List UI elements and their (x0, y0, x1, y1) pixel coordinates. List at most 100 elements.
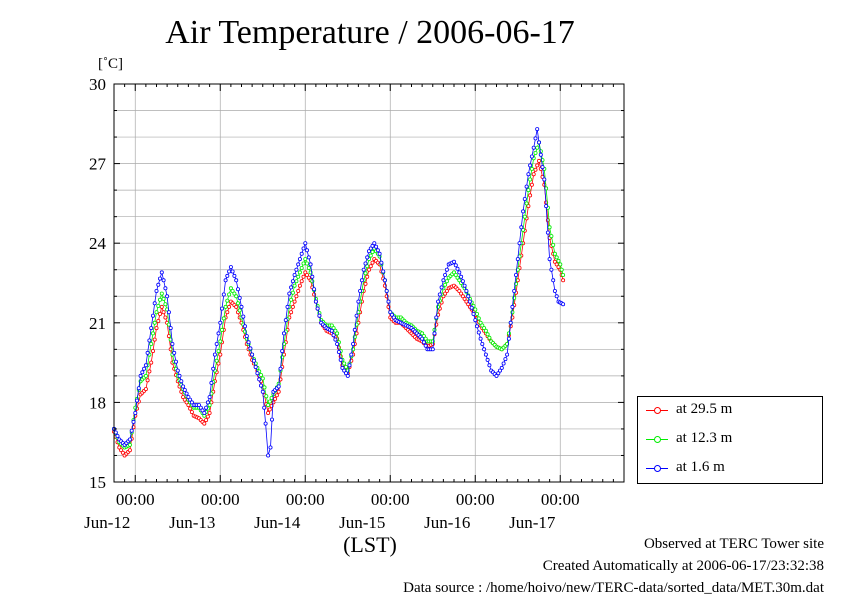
data-point (301, 246, 306, 251)
data-point (205, 414, 210, 419)
data-point (145, 350, 150, 355)
x-tick-label: 00:00 (371, 490, 410, 509)
data-point (274, 393, 279, 398)
data-point (506, 336, 511, 341)
data-point (469, 305, 474, 310)
footer-created: Created Automatically at 2006-06-17/23:3… (542, 558, 824, 574)
data-point (487, 335, 492, 340)
data-point (524, 184, 529, 189)
data-point (480, 323, 485, 328)
data-point (165, 294, 170, 299)
data-point (377, 251, 382, 256)
data-point (214, 341, 219, 346)
data-point (561, 278, 566, 283)
data-point (499, 365, 504, 370)
data-point (317, 313, 322, 318)
data-point (526, 172, 531, 177)
data-point (202, 421, 207, 426)
data-point (340, 365, 345, 370)
data-point (480, 341, 485, 346)
data-point (237, 308, 242, 313)
data-point (474, 324, 479, 329)
data-point (342, 368, 347, 373)
data-point (157, 276, 162, 281)
data-point (343, 364, 348, 369)
data-point (267, 407, 272, 412)
data-point (127, 437, 132, 442)
data-point (285, 304, 290, 309)
data-point (503, 357, 508, 362)
data-point (134, 398, 139, 403)
y-tick-label: 27 (89, 155, 107, 174)
data-point (533, 136, 538, 141)
data-point (127, 442, 132, 447)
data-point (214, 358, 219, 363)
data-point (299, 265, 304, 270)
data-point (521, 227, 526, 232)
data-point (166, 310, 171, 315)
data-point (389, 312, 394, 317)
data-point (292, 283, 297, 288)
data-point (474, 311, 479, 316)
data-point (129, 428, 134, 433)
data-point (556, 265, 561, 270)
data-point (276, 389, 281, 394)
data-point (156, 318, 161, 323)
data-point (290, 279, 295, 284)
data-point (331, 333, 336, 338)
data-point (421, 340, 426, 345)
data-point (221, 316, 226, 321)
data-point (159, 270, 164, 275)
data-point (289, 297, 294, 302)
x-day-label: Jun-15 (339, 513, 385, 532)
data-point (441, 278, 446, 283)
data-point (244, 334, 249, 339)
data-point (329, 323, 334, 328)
data-point (508, 320, 513, 325)
data-point (115, 433, 120, 438)
data-point (361, 267, 366, 272)
data-point (260, 389, 265, 394)
data-point (381, 269, 386, 274)
chart-title: Air Temperature / 2006-06-17 (165, 14, 575, 51)
data-point (312, 287, 317, 292)
data-point (297, 283, 302, 288)
data-point (266, 453, 271, 458)
data-point (150, 313, 155, 318)
data-point (262, 405, 267, 410)
x-tick-label: 00:00 (116, 490, 155, 509)
data-point (386, 299, 391, 304)
data-point (143, 363, 148, 368)
data-point (117, 445, 122, 450)
grid-lines (114, 84, 624, 482)
data-point (241, 314, 246, 319)
legend-label: at 29.5 m (676, 401, 733, 417)
data-point (204, 405, 209, 410)
data-point (554, 294, 559, 299)
data-point (342, 361, 347, 366)
data-point (430, 347, 435, 352)
data-point (459, 291, 464, 296)
data-point (462, 296, 467, 301)
data-point (281, 331, 286, 336)
data-point (351, 341, 356, 346)
data-point (253, 364, 258, 369)
data-point (514, 272, 519, 277)
data-point (209, 380, 214, 385)
data-point (549, 234, 554, 239)
x-tick-label: 00:00 (286, 490, 325, 509)
data-point (149, 341, 154, 346)
data-point (207, 395, 212, 400)
data-point (382, 278, 387, 283)
data-point (522, 214, 527, 219)
data-point (485, 332, 490, 337)
data-point (365, 264, 370, 269)
data-point (235, 287, 240, 292)
data-point (156, 303, 161, 308)
data-point (510, 310, 515, 315)
data-point (228, 286, 233, 291)
data-point (246, 340, 251, 345)
data-point (301, 261, 306, 266)
data-point (267, 399, 272, 404)
data-point (354, 313, 359, 318)
